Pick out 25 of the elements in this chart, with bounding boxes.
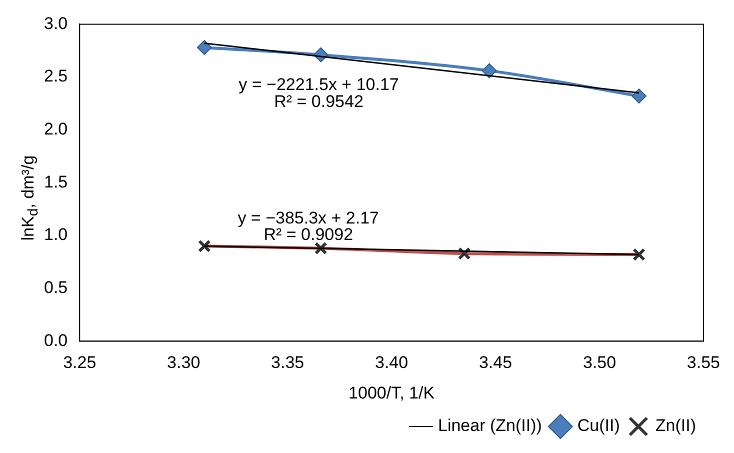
point bbox=[196, 40, 212, 55]
annotation: R² = 0.9092 bbox=[264, 225, 354, 244]
point bbox=[482, 63, 497, 78]
x-tick-label: 3.35 bbox=[271, 353, 304, 372]
x-tick-label: 3.55 bbox=[686, 353, 720, 372]
x-axis-title: 1000/T, 1/K bbox=[348, 383, 436, 402]
x-tick-label: 3.45 bbox=[478, 353, 512, 372]
x-tick-label: 3.50 bbox=[582, 353, 616, 372]
y-tick-label: 1.5 bbox=[44, 172, 68, 192]
y-tick-label: 1.0 bbox=[44, 225, 68, 244]
y-tick-label: 3.0 bbox=[44, 14, 68, 33]
x-tick-label: 3.25 bbox=[63, 353, 96, 372]
y-tick-label: 0.5 bbox=[44, 278, 68, 298]
annotation: y = −2221.5x + 10.17 bbox=[238, 75, 399, 94]
point bbox=[631, 88, 646, 104]
x-tick-label: 3.40 bbox=[375, 353, 408, 372]
y-tick-label: 2.5 bbox=[44, 66, 68, 86]
legend-label: Linear (Zn(II)) bbox=[438, 416, 542, 436]
y-tick-label: 2.0 bbox=[44, 120, 68, 139]
legend-label: Zn(II) bbox=[655, 416, 696, 436]
annotation: R² = 0.9542 bbox=[274, 92, 364, 112]
x-tick-label: 3.30 bbox=[167, 353, 200, 372]
annotation: y = −385.3x + 2.17 bbox=[238, 208, 380, 228]
y-tick-label: 0.0 bbox=[44, 330, 68, 350]
legend-label: Cu(II) bbox=[577, 416, 620, 436]
